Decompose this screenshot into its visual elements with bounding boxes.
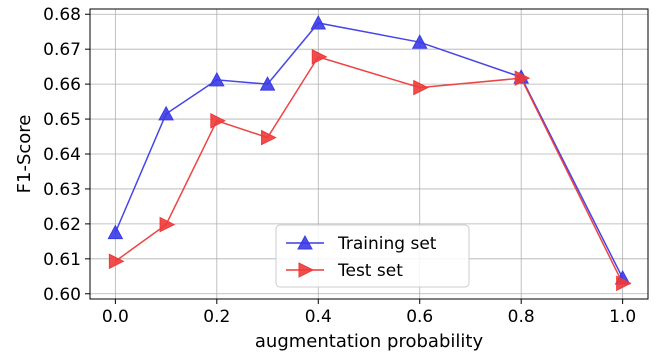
- legend-label: Training set: [337, 234, 437, 254]
- legend-item: Training set: [286, 234, 437, 254]
- data-point: [108, 253, 125, 270]
- data-point: [261, 129, 277, 146]
- y-tick-label: 0.65: [43, 110, 81, 130]
- y-tick-label: 0.64: [43, 145, 81, 165]
- series-line: [114, 55, 624, 284]
- y-tick-label: 0.68: [43, 5, 81, 25]
- x-tick-label: 0.6: [406, 307, 433, 327]
- y-tick-label: 0.66: [43, 75, 81, 95]
- data-point: [210, 112, 226, 129]
- series-test-set: [108, 49, 632, 292]
- data-point: [158, 105, 174, 121]
- legend-marker: [297, 234, 313, 250]
- y-tick-label: 0.63: [43, 180, 81, 200]
- legend: Training set Test set: [275, 224, 470, 288]
- legend-label: Test set: [337, 261, 403, 281]
- y-tick-label: 0.67: [43, 40, 81, 60]
- legend-box: [275, 224, 470, 288]
- series-line: [114, 22, 624, 279]
- data-point: [616, 275, 632, 292]
- data-point: [411, 34, 428, 49]
- data-point: [310, 14, 327, 30]
- data-point: [159, 216, 176, 233]
- tick-layer: 0.0 0.2 0.4 0.6 0.8 1.0 0.60 0.61 0.62 0.63 0.64 0.…: [43, 5, 636, 327]
- x-tick-label: 0.2: [203, 307, 230, 327]
- y-tick-label: 0.60: [43, 285, 81, 305]
- y-axis-label: F1-Score: [14, 115, 35, 194]
- x-tick-label: 0.8: [508, 307, 535, 327]
- x-tick-label: 0.0: [102, 307, 129, 327]
- data-point: [208, 71, 225, 87]
- series-layer: [107, 14, 632, 292]
- data-point: [259, 76, 276, 91]
- x-tick-label: 1.0: [609, 307, 636, 327]
- data-point: [514, 70, 531, 86]
- legend-marker: [298, 262, 315, 278]
- y-tick-label: 0.61: [43, 250, 81, 270]
- data-point: [311, 49, 328, 65]
- legend-item: Test set: [286, 261, 403, 281]
- y-tick-label: 0.62: [43, 215, 81, 235]
- data-point: [107, 224, 124, 240]
- data-point: [413, 79, 429, 96]
- x-axis-label: augmentation probability: [255, 331, 484, 352]
- x-tick-label: 0.4: [305, 307, 332, 327]
- grid: [90, 9, 648, 299]
